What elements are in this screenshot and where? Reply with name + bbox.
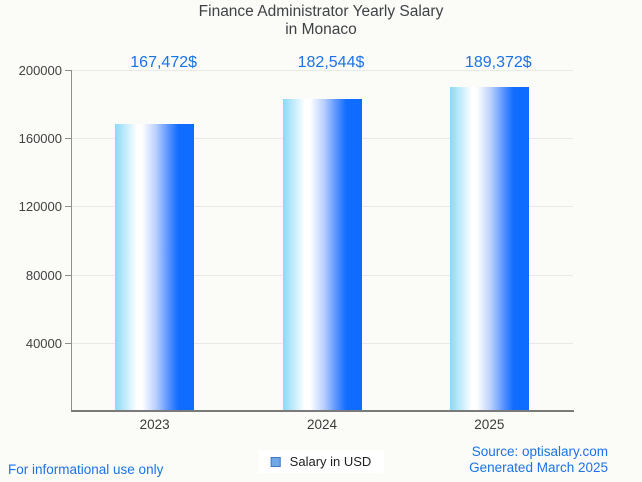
x-axis-line [71,410,574,412]
generated-text: Generated March 2025 [469,459,608,475]
salary-bar-2024 [282,98,362,410]
salary-bar-2023 [115,124,195,410]
y-tick-mark [65,274,71,276]
legend-label: Salary in USD [289,454,372,469]
chart-title-line1: Finance Administrator Yearly Salary [198,3,444,20]
y-axis-tick-label: 40000 [25,335,62,351]
y-axis-tick-label: 200000 [18,63,62,78]
chart-title: Finance Administrator Yearly Salary in M… [0,3,642,38]
plot-area [65,70,574,412]
y-tick-mark [65,138,71,140]
bar-value-label: 167,472$ [130,54,198,71]
legend: Salary in USD [258,450,384,473]
y-axis-tick-label: 80000 [25,267,62,283]
y-gridline [72,70,573,71]
y-tick-mark [65,206,71,208]
x-axis-category-label: 2024 [306,417,338,432]
disclaimer-text: For informational use only [8,462,164,477]
chart-title-line2: in Monaco [285,20,357,38]
source-text: Source: optisalary.com [471,444,608,459]
bar-value-label: 189,372$ [464,54,532,71]
y-axis-tick-label: 160000 [18,131,62,147]
y-axis-line [71,70,72,411]
source-block: Source: optisalary.com Generated March 2… [469,444,608,475]
legend-marker-square-icon [270,456,281,467]
x-axis-category-label: 2025 [474,417,505,432]
y-axis-tick-label: 120000 [18,199,62,215]
y-tick-mark [65,70,71,71]
y-tick-mark [65,342,71,344]
bar-value-label: 182,544$ [297,54,365,71]
salary-bar-2025 [449,87,529,410]
x-axis-category-label: 2023 [139,417,170,432]
